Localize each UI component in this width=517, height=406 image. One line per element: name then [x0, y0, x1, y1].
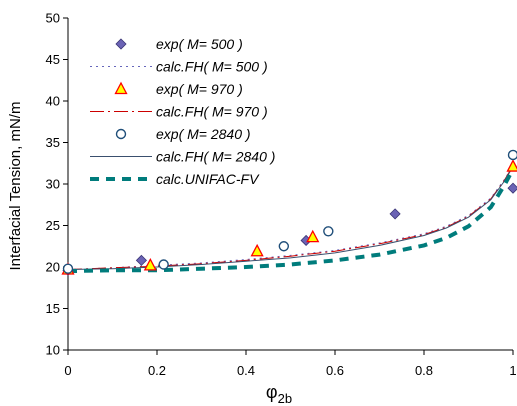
y-tick-label: 45 [46, 52, 60, 67]
data-point [143, 257, 157, 271]
data-point [250, 243, 264, 257]
data-point [158, 259, 169, 270]
data-point [323, 226, 334, 237]
legend: exp( M= 500 ) calc.FH( M= 500 ) exp( M= 97… [90, 36, 275, 187]
series-points-5 [62, 149, 517, 274]
x-tick-label: 0.6 [326, 363, 344, 378]
series-layer [61, 149, 517, 276]
legend-label: exp( M= 2840 ) [156, 126, 251, 142]
legend-label: calc.FH( M= 2840 ) [156, 149, 275, 165]
y-axis-title: Interfacial Tension, mN/m [7, 102, 24, 271]
y-tick-label: 20 [46, 260, 60, 275]
data-point [278, 241, 290, 252]
legend-marker [115, 128, 127, 140]
x-tick-label: 0.4 [237, 363, 255, 378]
legend-item: calc.UNIFAC-FV [90, 171, 260, 187]
legend-label: calc.FH( M= 500 ) [156, 59, 268, 75]
series-line-7 [67, 168, 515, 274]
data-point [306, 229, 320, 243]
y-axis: 10 15 20 25 30 35 40 45 50 [46, 11, 68, 358]
data-point [389, 208, 401, 220]
legend-item: exp( M= 970 ) [114, 81, 243, 97]
x-tick-label: 1 [509, 363, 516, 378]
legend-item: calc.FH( M= 500 ) [90, 59, 268, 75]
x-tick-label: 0.2 [148, 363, 166, 378]
y-tick-label: 15 [46, 301, 60, 316]
y-tick-label: 50 [46, 11, 60, 26]
legend-label: exp( M= 500 ) [156, 36, 243, 52]
y-tick-label: 35 [46, 135, 60, 150]
x-axis-title: φ2b [266, 382, 292, 406]
x-axis-title-subscript: 2b [278, 391, 292, 406]
x-tick-label: 0.8 [415, 363, 433, 378]
legend-item: calc.FH( M= 970 ) [90, 104, 268, 120]
legend-item: exp( M= 2840 ) [115, 126, 251, 142]
series-line-path [67, 168, 515, 274]
x-axis: 0 0.2 0.4 0.6 0.8 1 [64, 350, 517, 378]
legend-label: calc.UNIFAC-FV [156, 171, 260, 187]
x-tick-label: 0 [64, 363, 71, 378]
legend-marker [114, 81, 128, 95]
data-point [62, 263, 74, 274]
data-point [507, 149, 517, 161]
legend-item: exp( M= 500 ) [115, 36, 243, 52]
data-point [507, 182, 517, 194]
y-tick-label: 10 [46, 343, 60, 358]
legend-label: calc.FH( M= 970 ) [156, 104, 268, 120]
y-tick-label: 40 [46, 94, 60, 109]
data-point [506, 159, 517, 172]
y-tick-label: 25 [46, 218, 60, 233]
data-point [135, 254, 147, 266]
legend-marker [115, 38, 127, 50]
y-tick-label: 30 [46, 177, 60, 192]
legend-item: calc.FH( M= 2840 ) [90, 149, 275, 165]
x-axis-title-symbol: φ [266, 382, 278, 402]
legend-label: exp( M= 970 ) [156, 81, 243, 97]
